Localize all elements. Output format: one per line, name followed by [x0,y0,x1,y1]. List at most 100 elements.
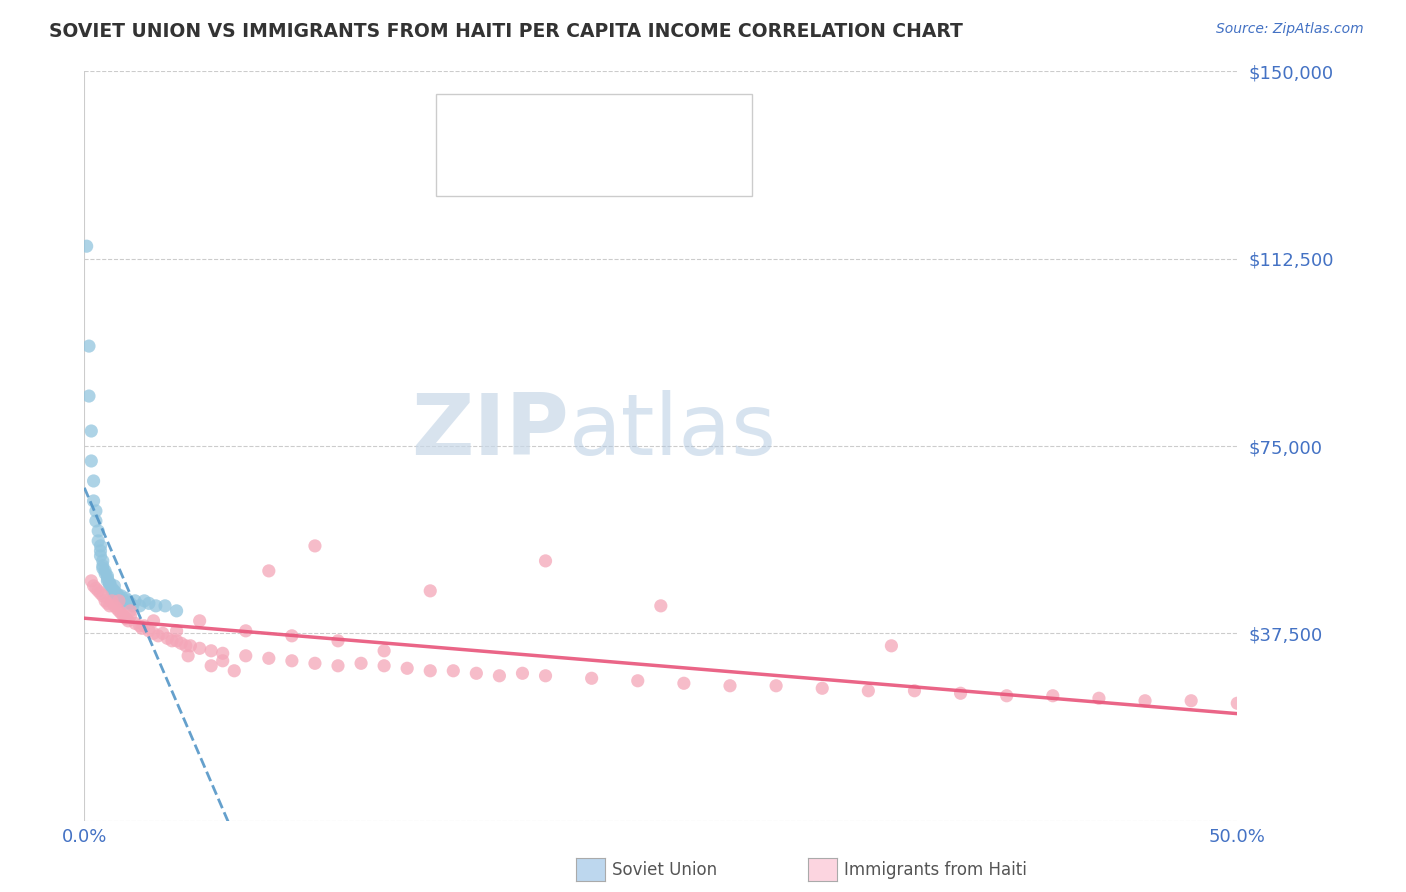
Point [188,614,211,628]
Point [103,586,125,600]
Point [627,673,650,688]
Point [103,599,125,613]
Point [91,589,114,603]
Text: R = -0.544    N = 83: R = -0.544 N = 83 [496,163,672,181]
Point [108,594,131,608]
Point [96,574,118,588]
Point [115,596,138,610]
Point [83,494,105,508]
Point [138,624,160,638]
Point [995,689,1018,703]
Point [160,633,183,648]
Point [96,596,118,610]
Point [1042,689,1064,703]
Point [1133,694,1156,708]
Point [80,574,103,588]
Point [581,671,603,685]
Point [134,594,156,608]
Point [89,586,111,600]
Point [465,666,488,681]
Point [326,633,349,648]
Point [101,594,124,608]
Point [512,666,534,681]
Point [89,544,111,558]
Point [105,601,128,615]
Point [765,679,787,693]
Point [112,594,135,608]
Point [304,657,326,671]
Point [534,554,557,568]
Point [108,604,131,618]
Point [188,641,211,656]
Point [156,632,179,646]
Point [91,554,114,568]
Point [103,579,125,593]
Point [211,654,233,668]
Point [103,583,125,598]
Point [304,539,326,553]
Point [120,604,142,618]
Point [257,564,280,578]
Point [534,669,557,683]
Point [117,614,139,628]
Point [110,594,132,608]
Point [170,636,193,650]
Point [281,654,304,668]
Point [101,582,124,596]
Point [281,629,304,643]
Point [94,566,117,581]
Point [98,599,121,613]
Point [80,454,103,468]
Point [211,646,233,660]
Point [110,607,132,621]
Point [166,624,188,638]
Point [128,599,150,613]
Point [174,639,197,653]
Point [83,579,105,593]
Point [98,576,121,591]
Point [87,524,110,538]
Text: atlas: atlas [568,390,776,473]
Point [80,424,103,438]
Point [108,589,131,603]
Point [949,686,972,700]
Point [235,624,257,638]
Point [87,533,110,548]
Point [96,569,118,583]
Point [650,599,672,613]
Point [811,681,834,696]
Text: Source: ZipAtlas.com: Source: ZipAtlas.com [1216,22,1364,37]
Point [84,582,107,596]
Point [94,564,117,578]
Point [105,589,128,603]
Point [326,658,349,673]
Text: Soviet Union: Soviet Union [612,861,717,879]
Point [84,514,107,528]
Point [858,683,880,698]
Point [77,339,100,353]
Point [224,664,246,678]
Point [128,619,150,633]
Point [76,239,98,253]
Point [166,633,188,648]
Point [98,579,121,593]
Point [101,583,124,598]
Point [200,644,222,658]
Point [235,648,257,663]
Point [121,599,143,613]
Point [124,616,146,631]
Point [120,596,142,610]
Point [166,604,188,618]
Point [96,571,118,585]
Point [142,614,165,628]
Point [77,389,100,403]
Point [419,583,441,598]
Point [98,576,121,591]
Point [257,651,280,665]
Point [91,558,114,573]
Text: SOVIET UNION VS IMMIGRANTS FROM HAITI PER CAPITA INCOME CORRELATION CHART: SOVIET UNION VS IMMIGRANTS FROM HAITI PE… [49,22,963,41]
Point [112,608,135,623]
Point [373,644,395,658]
Point [200,658,222,673]
Point [1180,694,1202,708]
